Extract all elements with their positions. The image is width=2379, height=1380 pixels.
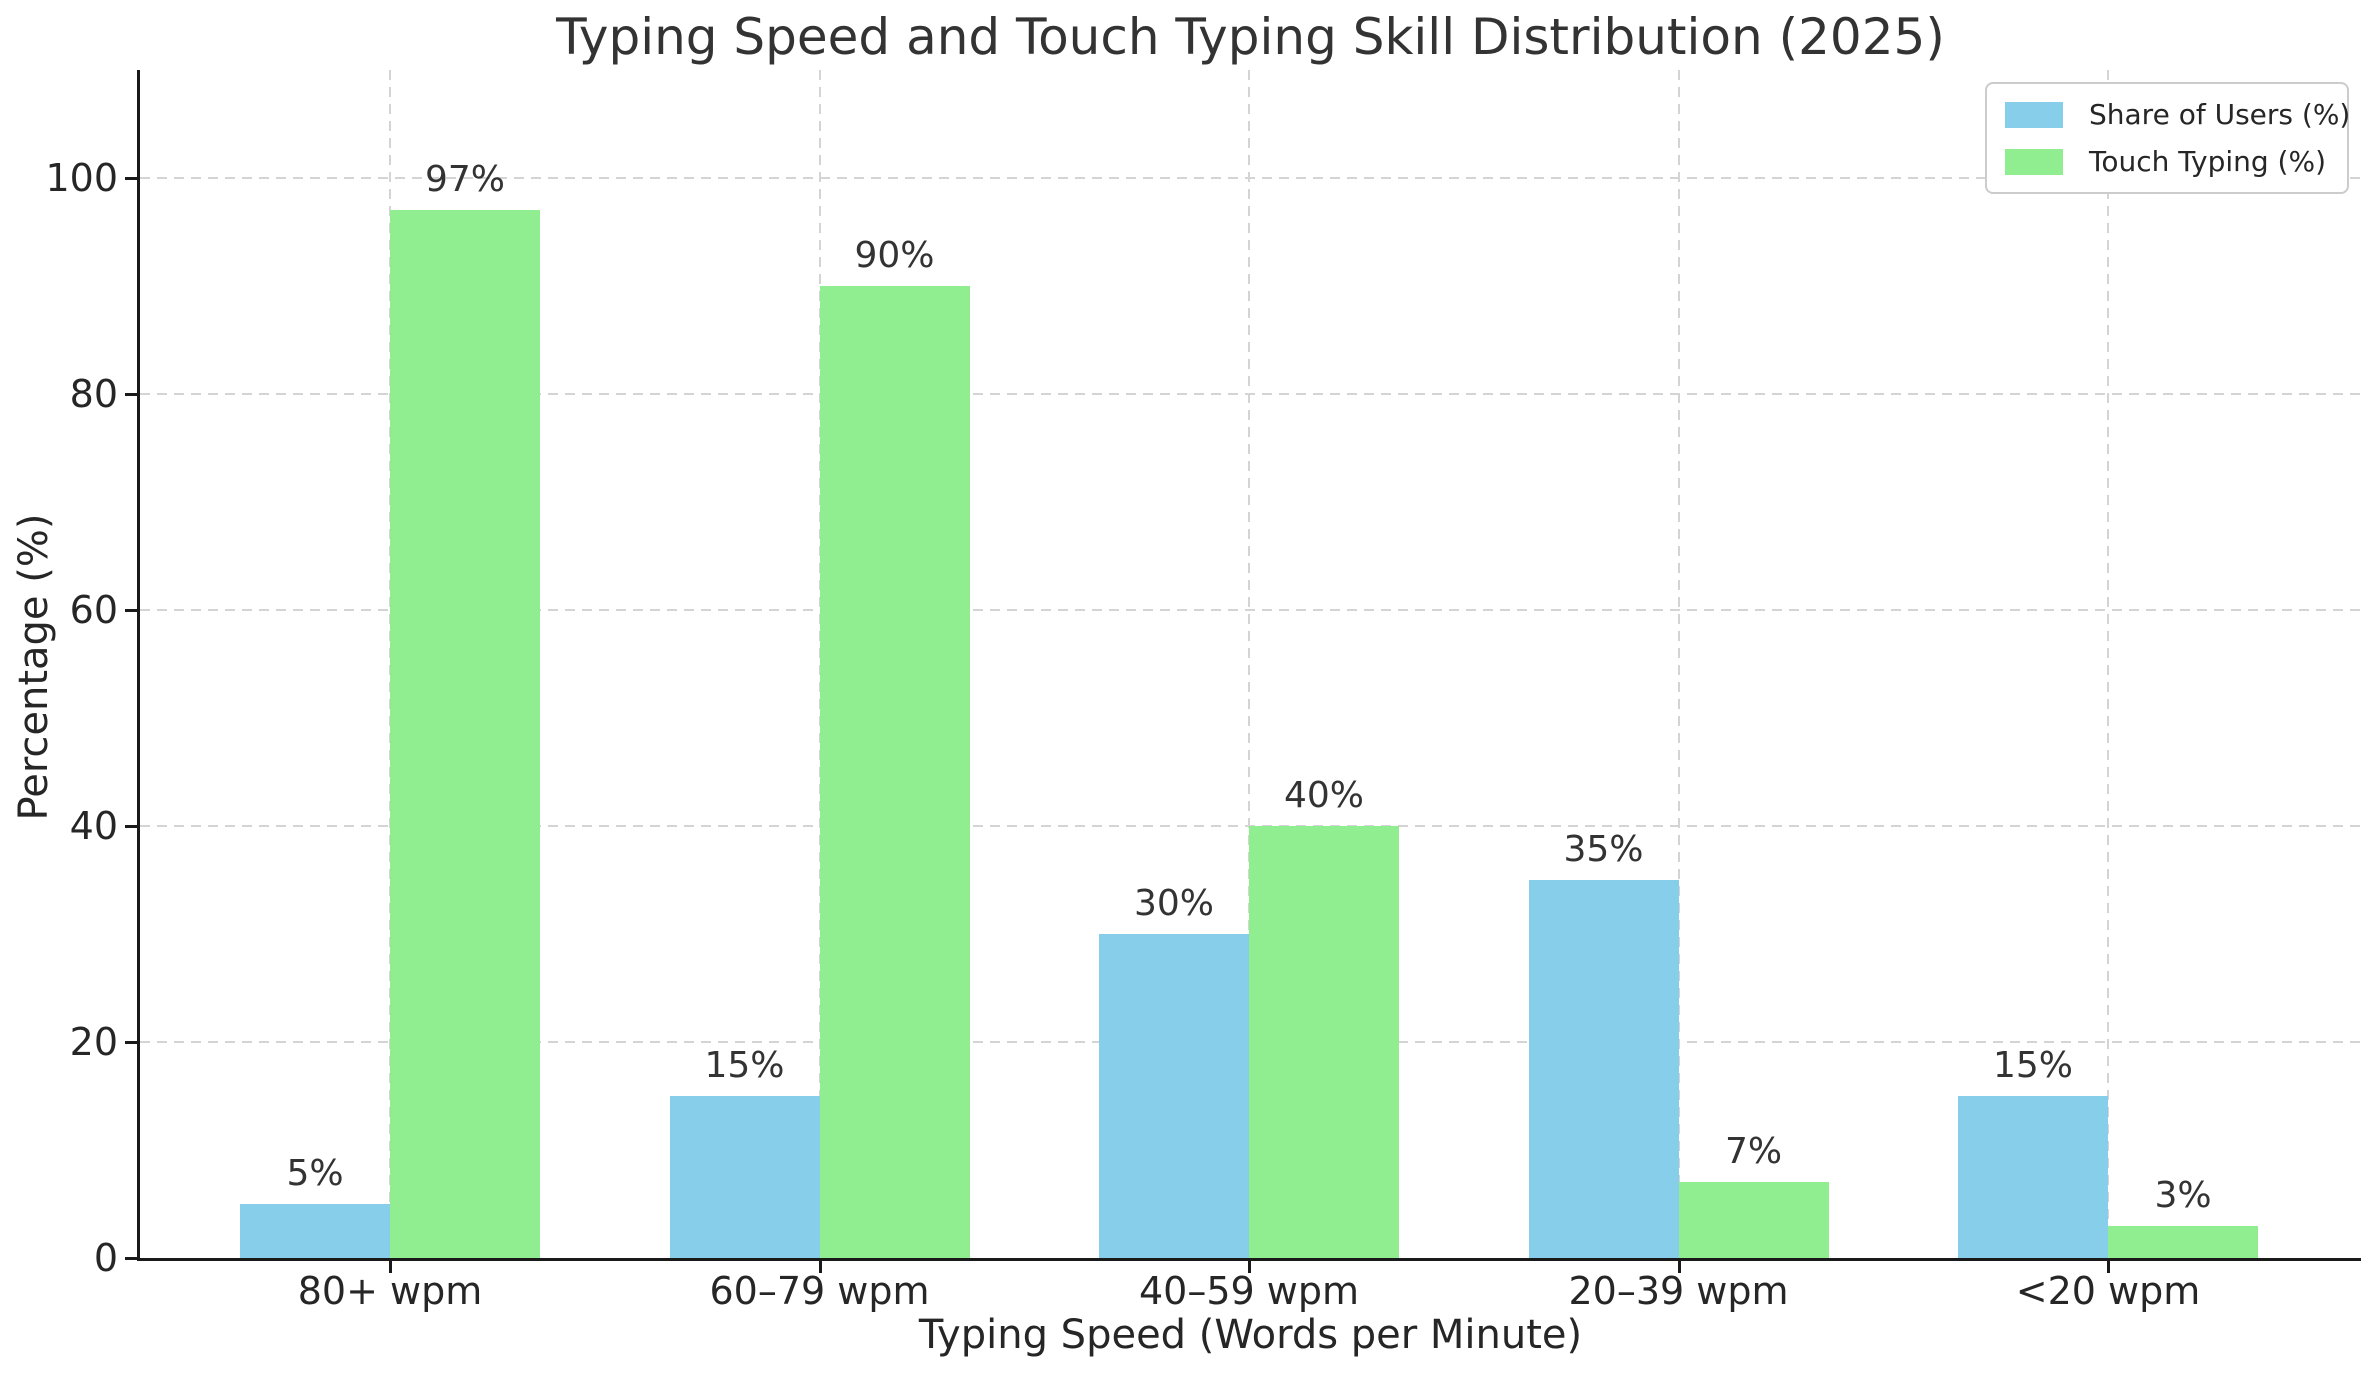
- bar-value-label-touch-typing-20-wpm: 3%: [2154, 1174, 2212, 1216]
- bar-value-label-share-of-users-40-59-wpm: 30%: [1133, 883, 1214, 924]
- bar-value-label-share-of-users-20-39-wpm: 35%: [1563, 829, 1644, 870]
- x-tick-40-59-wpm: [1248, 1261, 1251, 1273]
- bar-share-of-users-60-79-wpm: [669, 1096, 820, 1258]
- legend-swatch-touch-typing: [2005, 148, 2063, 175]
- y-tick-label-100: 100: [45, 156, 118, 200]
- x-tick-label-40-59-wpm: 40–59 wpm: [1138, 1269, 1359, 1313]
- bar-touch-typing-80-wpm: [390, 210, 540, 1258]
- bar-touch-typing-40-59-wpm: [1249, 826, 1399, 1258]
- bar-value-label-touch-typing-60-79-wpm: 90%: [854, 235, 935, 276]
- y-axis-label: Percentage (%): [11, 513, 57, 821]
- y-tick-label-40: 40: [69, 804, 118, 848]
- bar-value-label-touch-typing-20-39-wpm: 7%: [1724, 1131, 1783, 1173]
- bar-value-label-share-of-users-60-79-wpm: 15%: [704, 1045, 785, 1086]
- y-tick-label-20: 20: [69, 1020, 118, 1064]
- y-tick-0: [125, 1257, 137, 1260]
- x-gridline-20-wpm: [2107, 70, 2109, 1258]
- bar-touch-typing-20-wpm: [2108, 1225, 2258, 1258]
- y-axis-spine: [137, 70, 140, 1261]
- x-tick-label-20-39-wpm: 20–39 wpm: [1568, 1269, 1789, 1313]
- x-gridline-40-59-wpm: [1248, 70, 1250, 1258]
- x-tick-20-39-wpm: [1677, 1261, 1681, 1273]
- x-tick-label-80-wpm: 80+ wpm: [297, 1269, 483, 1313]
- legend-label-share-of-users: Share of Users (%): [2089, 98, 2351, 131]
- y-gridline-80: [140, 393, 2361, 395]
- y-tick-60: [125, 609, 137, 612]
- y-tick-label-0: 0: [93, 1236, 118, 1280]
- legend-label-touch-typing: Touch Typing (%): [2089, 145, 2327, 178]
- y-tick-40: [125, 825, 137, 828]
- bar-value-label-share-of-users-80-wpm: 5%: [286, 1153, 344, 1194]
- bar-touch-typing-60-79-wpm: [819, 286, 970, 1258]
- bar-value-label-share-of-users-20-wpm: 15%: [1992, 1045, 2073, 1086]
- legend-swatch-share-of-users: [2005, 101, 2063, 128]
- x-tick-60-79-wpm: [818, 1261, 822, 1273]
- x-tick-80-wpm: [389, 1261, 392, 1273]
- y-tick-label-80: 80: [69, 372, 118, 416]
- x-tick-20-wpm: [2107, 1261, 2110, 1273]
- bar-value-label-touch-typing-80-wpm: 97%: [424, 159, 505, 201]
- x-tick-label-60-79-wpm: 60–79 wpm: [709, 1269, 930, 1313]
- x-tick-label-20-wpm: <20 wpm: [2015, 1269, 2201, 1313]
- x-axis-spine: [137, 1258, 2361, 1261]
- x-axis-label: Typing Speed (Words per Minute): [918, 1312, 1583, 1358]
- y-gridline-60: [140, 609, 2361, 611]
- bar-share-of-users-20-39-wpm: [1528, 880, 1679, 1258]
- legend: Share of Users (%) Touch Typing (%): [1985, 82, 2350, 194]
- y-tick-80: [125, 393, 137, 396]
- y-tick-label-60: 60: [69, 588, 118, 632]
- x-gridline-20-39-wpm: [1677, 70, 1680, 1258]
- bar-value-label-touch-typing-40-59-wpm: 40%: [1283, 775, 1364, 816]
- bar-touch-typing-20-39-wpm: [1678, 1182, 1829, 1258]
- chart-title: Typing Speed and Touch Typing Skill Dist…: [556, 8, 1945, 66]
- y-tick-20: [125, 1041, 137, 1044]
- bar-share-of-users-80-wpm: [240, 1204, 390, 1258]
- y-gridline-100: [140, 177, 2361, 179]
- legend-entry-share-of-users: Share of Users (%): [2005, 98, 2350, 131]
- y-tick-100: [125, 177, 137, 180]
- bar-share-of-users-20-wpm: [1958, 1096, 2108, 1258]
- plot-area: 5% 15% 30% 35% 15% 97% 90% 40% 7% 3%: [140, 70, 2361, 1258]
- legend-entry-touch-typing: Touch Typing (%): [2005, 145, 2329, 178]
- bar-share-of-users-40-59-wpm: [1099, 934, 1249, 1258]
